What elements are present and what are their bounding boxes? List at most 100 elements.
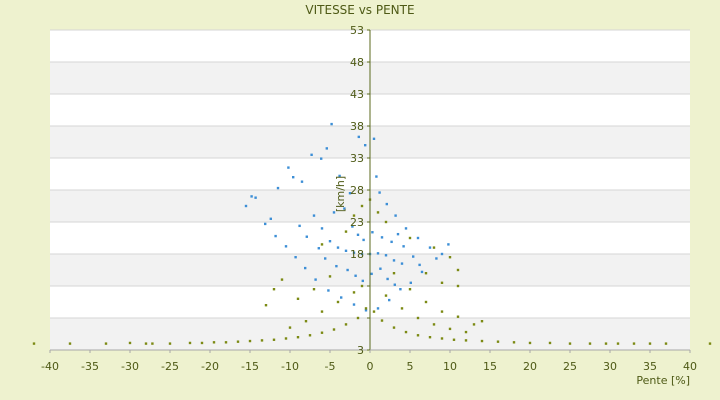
data-point: [447, 243, 450, 246]
data-point: [68, 342, 72, 345]
data-point: [432, 323, 436, 326]
data-point: [188, 341, 192, 345]
data-point: [304, 266, 307, 270]
x-tick-label: -25: [161, 360, 179, 373]
data-point: [360, 284, 364, 288]
data-point: [376, 211, 380, 214]
x-tick-label: -35: [81, 360, 99, 373]
data-point: [298, 224, 301, 228]
data-point: [568, 342, 572, 345]
data-point: [428, 336, 432, 339]
data-point: [344, 230, 348, 233]
data-point: [399, 288, 402, 291]
data-point: [416, 236, 420, 240]
data-point: [264, 304, 268, 307]
x-tick-label: 10: [443, 360, 457, 373]
data-point: [394, 214, 397, 217]
data-point: [224, 341, 228, 344]
data-point: [380, 319, 384, 322]
data-point: [428, 246, 432, 249]
data-point: [360, 252, 364, 256]
data-point: [244, 204, 248, 208]
data-point: [448, 327, 452, 331]
data-point: [384, 254, 388, 257]
data-point: [362, 238, 365, 242]
data-point: [416, 316, 420, 320]
data-point: [364, 144, 367, 147]
x-tick-label: -15: [241, 360, 259, 373]
x-tick-label: -40: [41, 360, 59, 373]
data-point: [248, 339, 252, 343]
y-tick-label: 23: [350, 216, 364, 229]
data-point: [361, 279, 364, 283]
data-point: [250, 195, 253, 198]
data-point: [212, 341, 216, 344]
y-tick-label: 18: [350, 248, 364, 261]
data-point: [274, 234, 277, 238]
y-tick-label: 28: [350, 184, 364, 197]
data-point: [400, 262, 404, 265]
data-point: [320, 243, 324, 246]
y-tick-label: 43: [350, 88, 364, 101]
data-point: [424, 272, 428, 275]
data-point: [396, 232, 400, 236]
data-point: [664, 342, 668, 345]
x-tick-label: 5: [407, 360, 414, 373]
data-point: [344, 323, 348, 326]
data-point: [452, 338, 456, 341]
data-point: [260, 339, 264, 342]
data-point: [308, 334, 312, 337]
data-point: [352, 251, 356, 254]
data-point: [254, 196, 257, 199]
data-point: [336, 246, 340, 249]
data-point: [378, 191, 381, 194]
data-point: [335, 264, 338, 268]
data-point: [364, 309, 368, 312]
data-point: [330, 122, 333, 126]
data-point: [284, 337, 288, 340]
y-tick-label: 38: [350, 120, 364, 133]
axes: [49, 29, 691, 353]
x-tick-label: -30: [121, 360, 139, 373]
data-point: [324, 257, 327, 260]
data-point: [390, 240, 393, 244]
data-point: [404, 330, 408, 334]
data-point: [328, 240, 332, 243]
data-point: [370, 272, 373, 276]
data-point: [364, 307, 368, 310]
data-point: [435, 257, 438, 260]
data-point: [440, 337, 444, 340]
data-point: [310, 153, 313, 156]
y-axis-label: [km/h]: [334, 176, 347, 212]
data-point: [287, 166, 290, 169]
data-point: [296, 297, 300, 300]
data-point: [604, 342, 608, 345]
data-point: [317, 247, 320, 250]
data-point: [336, 300, 340, 304]
data-point: [276, 186, 280, 190]
data-point: [388, 298, 391, 302]
data-point: [288, 326, 292, 329]
data-point: [464, 339, 468, 342]
x-tick-label: -5: [325, 360, 336, 373]
data-point: [351, 225, 354, 228]
x-tick-label: 25: [563, 360, 577, 373]
data-point: [392, 326, 396, 329]
data-point: [440, 252, 444, 256]
tick-labels: 3 18 23 28 33 38 43 48 53 -40 -35 -30 -25 -20 -15 -10 -5…: [41, 24, 697, 373]
x-tick-label: 15: [483, 360, 497, 373]
data-point: [327, 289, 330, 292]
data-points: [32, 122, 712, 345]
data-point: [376, 252, 380, 255]
data-point: [104, 342, 108, 345]
data-point: [632, 342, 636, 345]
y-tick-label: 48: [350, 56, 364, 69]
data-point: [420, 270, 424, 274]
data-point: [456, 315, 460, 318]
data-point: [496, 340, 500, 343]
data-point: [332, 211, 336, 214]
data-point: [386, 277, 389, 281]
data-point: [236, 340, 240, 343]
